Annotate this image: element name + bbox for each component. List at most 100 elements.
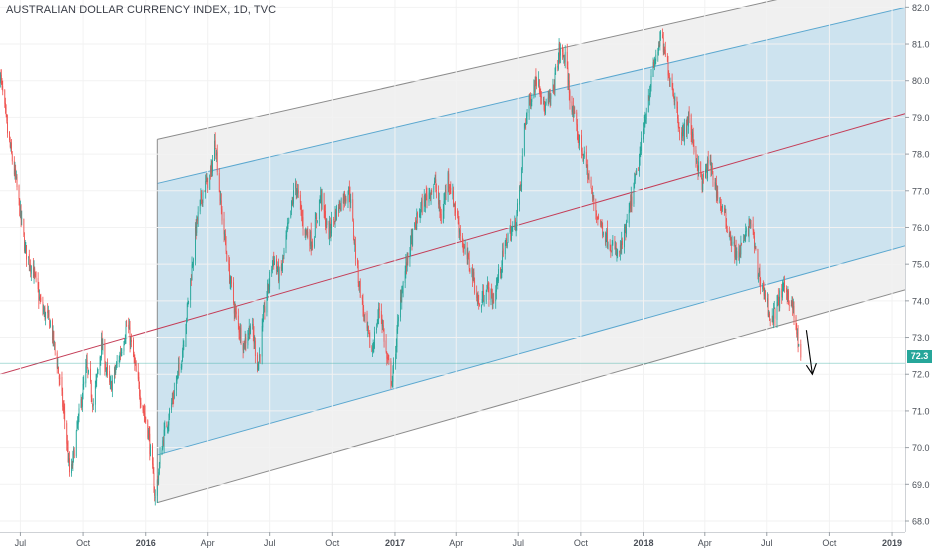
candle-body	[245, 337, 247, 344]
candle-body	[420, 205, 422, 212]
candle-body	[120, 351, 122, 356]
candle-body	[261, 326, 263, 357]
time-tick-label: Oct	[325, 538, 340, 548]
candle-body	[453, 203, 455, 206]
candle-body	[792, 301, 794, 310]
candle-body	[654, 61, 656, 64]
candle-body	[730, 234, 732, 241]
candle-body	[354, 242, 356, 245]
regression-channel[interactable]	[0, 0, 906, 504]
candle-body	[366, 313, 368, 329]
candle-body	[677, 118, 679, 128]
candle-body	[428, 192, 430, 203]
candle-body	[101, 336, 103, 350]
candle-body	[463, 247, 465, 249]
candle-body	[715, 183, 717, 185]
candle-body	[485, 292, 487, 302]
candle-body	[560, 48, 561, 56]
candle-body	[271, 269, 273, 272]
candle-body	[272, 256, 274, 260]
candle-body	[655, 54, 657, 61]
candle-body	[531, 97, 533, 102]
candle-body	[145, 416, 147, 422]
candle-body	[662, 37, 664, 53]
candle-body	[2, 86, 4, 92]
candle-body	[392, 368, 394, 382]
price-axis[interactable]: 68.0 69.0 70.0 71.0 72.0 73.0 74.0 75.0 76.0 77.0…	[905, 0, 932, 550]
candle-body	[462, 245, 464, 250]
candle-body	[125, 326, 127, 338]
candle-body	[114, 368, 116, 373]
candle-body	[267, 284, 269, 290]
candle-body	[181, 360, 183, 368]
candle-body	[376, 328, 377, 331]
candle-body	[233, 304, 235, 314]
candle-body	[472, 270, 474, 281]
candle-body	[717, 191, 719, 199]
candle-body	[166, 425, 168, 428]
candle-body	[68, 458, 70, 461]
candle-body	[171, 399, 173, 402]
candle-body	[602, 225, 604, 237]
candle-body	[419, 212, 421, 216]
candle-body	[169, 409, 170, 418]
time-tick-label: Apr	[698, 538, 712, 548]
candle-body	[158, 463, 160, 474]
candle-body	[344, 193, 345, 201]
candle-body	[397, 321, 399, 330]
candle-body	[778, 304, 780, 307]
candle-body	[765, 290, 766, 302]
candle-body	[506, 242, 508, 247]
candle-body	[461, 235, 463, 245]
candle-body	[147, 420, 149, 438]
candle-body	[192, 264, 194, 266]
candle-body	[40, 297, 42, 301]
candle-body	[190, 280, 192, 281]
candle-body	[52, 320, 53, 340]
candle-body	[482, 290, 484, 301]
candle-body	[71, 465, 73, 467]
price-axis-background	[905, 0, 932, 550]
candle-body	[505, 238, 507, 242]
candle-body	[23, 218, 25, 236]
candle-body	[290, 210, 292, 218]
candle-body	[641, 137, 642, 151]
candle-body	[237, 315, 239, 324]
candle-body	[519, 185, 521, 187]
candle-body	[329, 222, 330, 238]
candle-body	[736, 251, 738, 259]
candle-body	[7, 122, 8, 134]
candle-body	[590, 179, 592, 188]
candle-body	[720, 201, 722, 210]
candle-body	[96, 374, 98, 381]
candle-body	[140, 402, 142, 405]
candle-body	[631, 196, 633, 206]
candle-body	[175, 381, 177, 391]
candle-body	[749, 218, 751, 225]
candle-body	[667, 62, 669, 76]
candle-body	[786, 291, 788, 299]
candle-body	[449, 186, 451, 190]
candle-body	[218, 173, 220, 192]
candle-body	[604, 232, 606, 242]
candle-body	[242, 344, 244, 351]
candle-body	[280, 266, 282, 269]
candle-body	[782, 282, 784, 285]
candle-body	[647, 94, 649, 112]
candle-body	[587, 175, 589, 179]
candle-body	[123, 344, 125, 352]
candle-body	[777, 295, 779, 306]
candle-body	[496, 284, 497, 292]
candle-body	[307, 231, 309, 238]
candle-body	[391, 382, 393, 384]
candle-body	[409, 252, 411, 259]
candle-body	[649, 93, 651, 99]
candle-body	[601, 220, 603, 227]
time-axis[interactable]: Jul Oct 2016 Apr Jul Oct 2017 Apr Jul Oct 2018 Apr J…	[0, 532, 932, 550]
candle-body	[754, 245, 756, 247]
candle-body	[598, 216, 599, 220]
candle-body	[787, 291, 789, 300]
candle-body	[205, 179, 207, 182]
time-tick-label: Apr	[449, 538, 463, 548]
